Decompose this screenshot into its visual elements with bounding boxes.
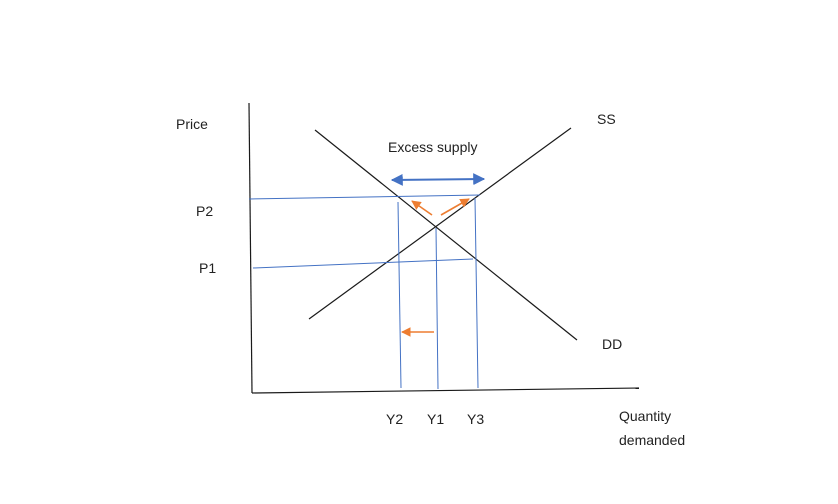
x-axis xyxy=(251,387,640,394)
supply-curve-label: SS xyxy=(597,111,616,127)
y-axis xyxy=(248,102,253,394)
y2-guide-line xyxy=(397,201,402,389)
arrow-up-left-orange xyxy=(411,200,433,216)
p2-guide-line xyxy=(248,194,481,200)
price-label-p1: P1 xyxy=(199,260,216,276)
demand-curve xyxy=(314,129,578,341)
x-axis-label-line2: demanded xyxy=(619,432,685,448)
p1-guide-line xyxy=(252,258,474,269)
demand-curve-label: DD xyxy=(602,336,622,352)
y3-guide-line xyxy=(474,197,479,389)
y-axis-label: Price xyxy=(176,116,208,132)
supply-curve xyxy=(308,127,572,320)
quantity-label-y3: Y3 xyxy=(467,411,484,427)
quantity-label-y2: Y2 xyxy=(386,411,403,427)
quantity-label-y1: Y1 xyxy=(427,411,444,427)
excess-supply-arrow xyxy=(390,173,486,186)
x-axis-label-line1: Quantity xyxy=(619,408,671,424)
arrow-up-right-orange xyxy=(440,198,470,216)
y1-guide-line xyxy=(435,227,439,390)
price-label-p2: P2 xyxy=(196,203,213,219)
excess-supply-label: Excess supply xyxy=(388,139,477,155)
